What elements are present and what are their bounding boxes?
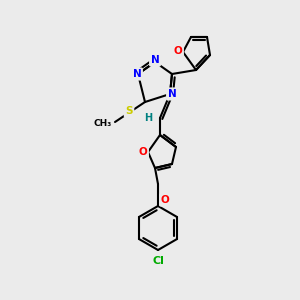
Text: O: O [160,195,169,205]
Text: Cl: Cl [152,256,164,266]
Text: S: S [125,106,133,116]
Text: CH₃: CH₃ [94,118,112,127]
Text: O: O [139,147,147,157]
Text: O: O [174,46,182,56]
Text: N: N [168,89,176,99]
Text: H: H [144,113,152,123]
Text: N: N [151,55,159,65]
Text: N: N [133,69,141,79]
